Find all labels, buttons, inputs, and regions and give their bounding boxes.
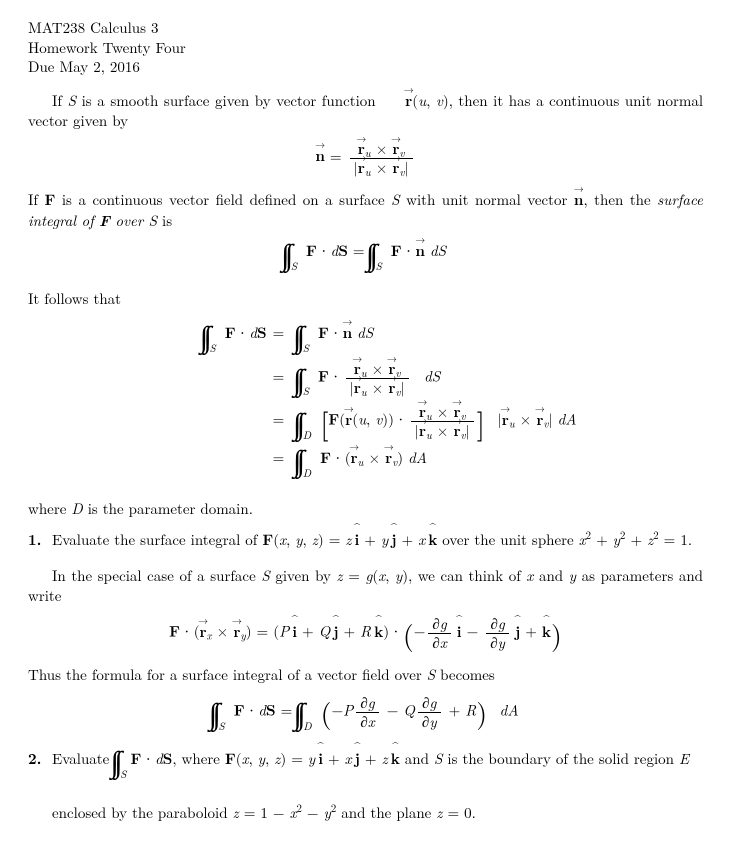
document-header: MAT238 Calculus 3 Homework Twenty Four D… [28, 18, 703, 77]
paragraph-special-case: In the special case of a surface S given… [28, 566, 703, 607]
paragraph-def: If F is a continuous vector field define… [28, 190, 703, 232]
equation-normal: n = ru × rv |ru × rv| [28, 141, 703, 176]
equation-surface-integral-def: ∫∫S F ∙ dS = ∫∫S F ∙ n dS [28, 241, 703, 275]
paragraph-follows: It follows that [28, 289, 703, 309]
problem-1: 1. Evaluate the surface integral of F(x,… [52, 530, 703, 550]
due-date: Due May 2, 2016 [28, 57, 703, 77]
paragraph-intro: If S is a smooth surface given by vector… [28, 91, 703, 132]
problem-2-number: 2. [28, 749, 41, 769]
course-code: MAT238 Calculus 3 [28, 18, 703, 38]
problem-1-number: 1. [28, 530, 41, 550]
equation-special-case: F ∙ (rx × ry) = (P i + Q j + R k) ∙ (−∂g… [28, 616, 703, 651]
equation-becomes: ∫∫S F ∙ dS = ∫∫D (−P∂g∂x − Q∂g∂y + R) dA [28, 695, 703, 734]
problem-2: 2. Evaluate ∫∫SF ∙ dS, where F(x, y, z) … [52, 749, 703, 823]
paragraph-where-d: where D is the parameter domain. [28, 499, 703, 519]
equation-derivation: ∫∫S F ∙ dS = ∫∫S F ∙ n dS = ∫∫S F ∙ ru ×… [28, 319, 703, 485]
paragraph-thus: Thus the formula for a surface integral … [28, 665, 703, 685]
homework-title: Homework Twenty Four [28, 38, 703, 58]
